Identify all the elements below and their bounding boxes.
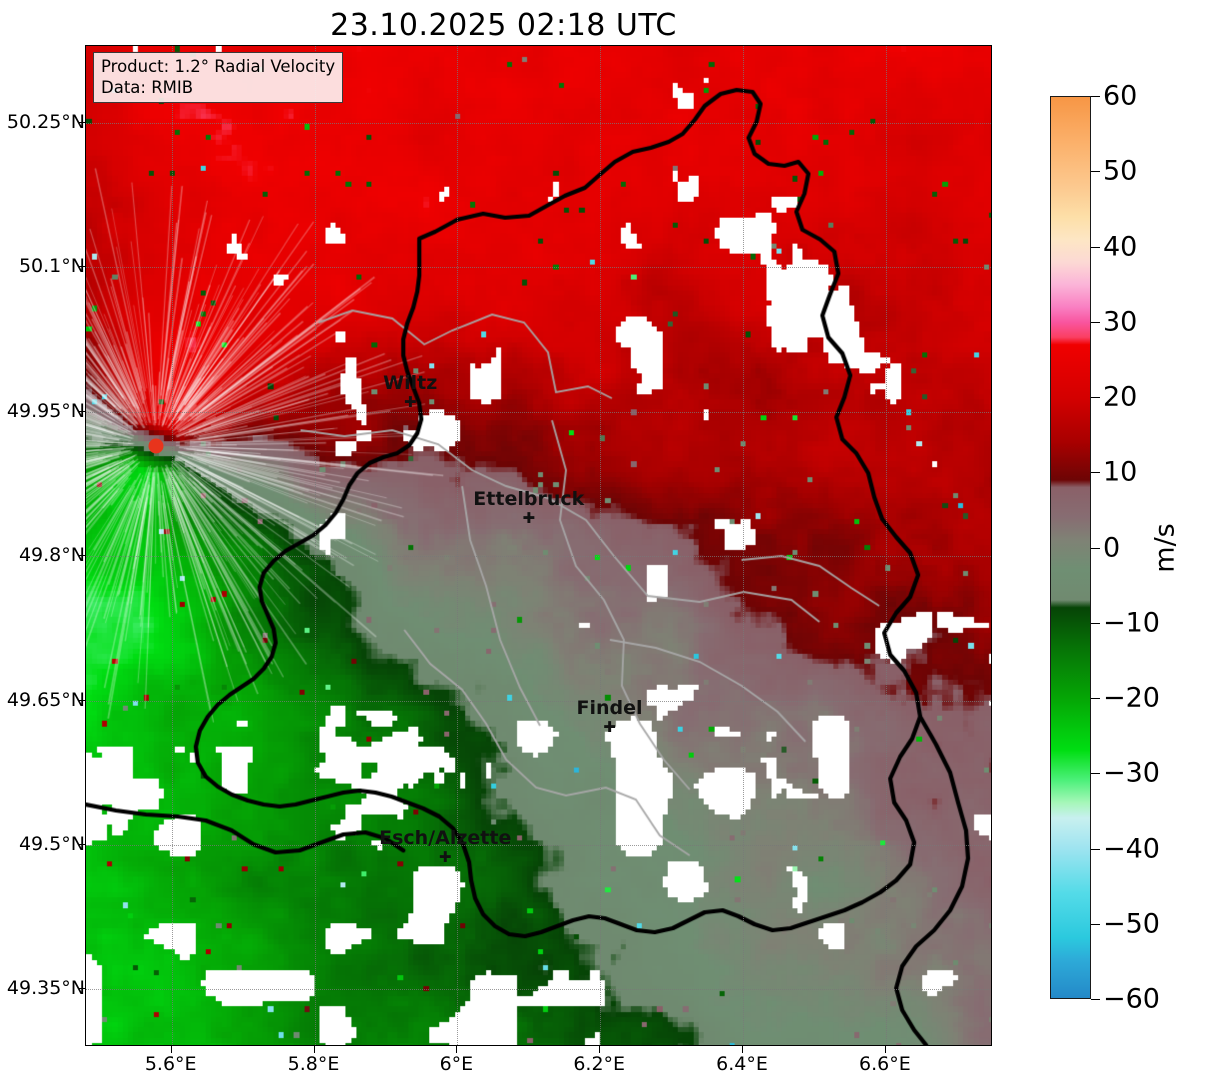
colorbar-tick-label-0: −60 bbox=[1103, 983, 1160, 1015]
colorbar-tick-mark-4 bbox=[1091, 698, 1100, 699]
x-tick-mark-1 bbox=[313, 1046, 315, 1053]
y-tick-label-6: 50.25°N bbox=[6, 111, 85, 133]
colorbar-tick-label-9: 30 bbox=[1103, 306, 1138, 338]
y-tick-label-3: 49.8°N bbox=[18, 544, 85, 567]
y-tick-mark-0 bbox=[78, 988, 85, 990]
colorbar-tick-label-10: 40 bbox=[1103, 231, 1138, 262]
y-tick-mark-6 bbox=[78, 122, 85, 123]
y-tick-mark-4 bbox=[78, 410, 85, 412]
x-tick-label-4: 6.4°E bbox=[716, 1053, 768, 1075]
y-tick-label-1: 49.5°N bbox=[18, 832, 85, 855]
page-title: 23.10.2025 02:18 UTC bbox=[330, 8, 677, 43]
y-tick-mark-3 bbox=[78, 555, 85, 557]
colorbar[interactable] bbox=[1050, 96, 1091, 999]
colorbar-tick-label-8: 20 bbox=[1103, 381, 1138, 413]
y-tick-label-2: 49.65°N bbox=[6, 688, 85, 711]
x-tick-mark-3 bbox=[599, 1046, 601, 1053]
x-tick-mark-0 bbox=[170, 1046, 172, 1053]
colorbar-tick-mark-11 bbox=[1091, 171, 1100, 173]
y-tick-mark-5 bbox=[78, 266, 85, 268]
y-tick-mark-2 bbox=[78, 699, 85, 701]
colorbar-tick-label-7: 10 bbox=[1103, 456, 1138, 488]
colorbar-tick-label-1: −50 bbox=[1103, 908, 1160, 940]
x-tick-label-0: 5.6°E bbox=[144, 1053, 197, 1075]
colorbar-tick-label-2: −40 bbox=[1103, 833, 1160, 864]
x-tick-mark-5 bbox=[884, 1046, 886, 1053]
colorbar-unit-label: m/s bbox=[1149, 523, 1181, 573]
annotation-data: Data: RMIB bbox=[101, 78, 194, 98]
colorbar-gradient bbox=[1051, 97, 1090, 998]
colorbar-tick-label-3: −30 bbox=[1103, 757, 1160, 789]
colorbar-tick-mark-5 bbox=[1091, 622, 1100, 624]
colorbar-tick-label-4: −20 bbox=[1103, 682, 1160, 714]
colorbar-tick-label-11: 50 bbox=[1103, 155, 1138, 187]
colorbar-tick-mark-7 bbox=[1091, 472, 1100, 474]
colorbar-tick-label-12: 60 bbox=[1103, 80, 1138, 112]
colorbar-tick-label-5: −10 bbox=[1103, 607, 1160, 639]
colorbar-tick-mark-0 bbox=[1091, 999, 1100, 1000]
x-tick-mark-2 bbox=[456, 1046, 458, 1053]
y-tick-label-5: 50.1°N bbox=[18, 255, 85, 278]
x-tick-label-3: 6.2°E bbox=[573, 1053, 626, 1075]
colorbar-tick-label-6: 0 bbox=[1103, 532, 1121, 563]
x-tick-label-5: 6.6°E bbox=[858, 1053, 911, 1075]
x-tick-label-2: 6°E bbox=[439, 1053, 474, 1075]
x-tick-mark-4 bbox=[742, 1046, 744, 1053]
radar-map-plot[interactable]: Wiltz ✚ Ettelbruck ✚ Findel ✚ Esch/Alzette ✚ Pr… bbox=[85, 45, 992, 1046]
colorbar-tick-mark-1 bbox=[1091, 923, 1100, 925]
colorbar-tick-mark-10 bbox=[1091, 246, 1100, 248]
radar-site-marker bbox=[148, 438, 164, 454]
x-tick-label-1: 5.8°E bbox=[287, 1053, 340, 1075]
colorbar-tick-mark-12 bbox=[1091, 96, 1100, 97]
y-tick-mark-1 bbox=[78, 843, 85, 845]
radial-velocity-field bbox=[86, 46, 991, 1045]
colorbar-tick-mark-9 bbox=[1091, 321, 1100, 323]
colorbar-tick-mark-2 bbox=[1091, 848, 1100, 850]
colorbar-tick-mark-8 bbox=[1091, 397, 1100, 398]
y-tick-label-4: 49.95°N bbox=[6, 399, 85, 422]
annotation-box: Product: 1.2° Radial Velocity Data: RMIB bbox=[93, 52, 344, 104]
colorbar-tick-mark-3 bbox=[1091, 773, 1100, 775]
y-tick-label-0: 49.35°N bbox=[6, 977, 85, 1000]
annotation-product: Product: 1.2° Radial Velocity bbox=[101, 57, 336, 76]
colorbar-tick-mark-6 bbox=[1091, 547, 1100, 549]
